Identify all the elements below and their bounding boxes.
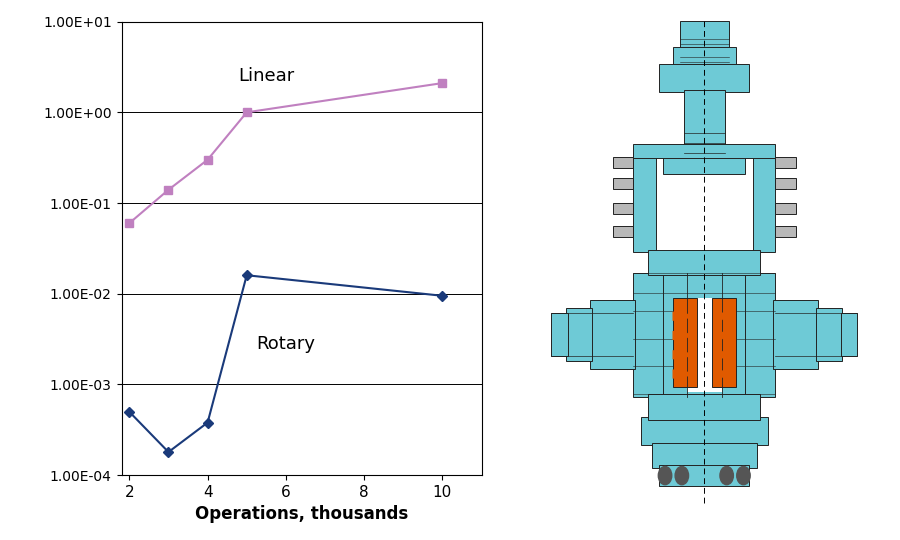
Bar (841, 313, 858, 356)
Bar (775, 178, 796, 189)
Circle shape (658, 467, 671, 485)
Bar (613, 178, 634, 189)
FancyArrow shape (718, 330, 736, 341)
FancyArrow shape (718, 349, 736, 360)
FancyArrow shape (672, 310, 690, 322)
Circle shape (720, 467, 733, 485)
Bar (752, 153, 775, 252)
Bar (660, 64, 749, 92)
Bar (672, 298, 697, 387)
Bar (712, 298, 736, 387)
Bar (613, 157, 634, 168)
FancyArrow shape (672, 349, 690, 360)
Bar (652, 443, 757, 468)
Bar (775, 203, 796, 214)
FancyArrow shape (672, 330, 690, 341)
Bar (742, 273, 775, 397)
X-axis label: Operations, thousands: Operations, thousands (195, 505, 408, 523)
Bar (648, 249, 760, 275)
Text: Linear: Linear (238, 67, 294, 85)
Bar (816, 308, 842, 361)
Bar (641, 417, 768, 445)
Bar (775, 157, 796, 168)
Bar (634, 153, 656, 252)
Bar (663, 156, 745, 173)
Bar (663, 273, 745, 397)
FancyArrow shape (718, 368, 736, 380)
Circle shape (737, 467, 751, 485)
Bar (613, 226, 634, 237)
Bar (775, 226, 796, 237)
Bar (680, 21, 728, 49)
Bar (660, 465, 749, 486)
Bar (773, 300, 818, 369)
Bar (687, 298, 722, 392)
FancyArrow shape (718, 310, 736, 322)
Bar (613, 203, 634, 214)
Text: Rotary: Rotary (256, 335, 315, 353)
Bar (672, 46, 736, 67)
Bar (634, 144, 775, 158)
Bar (590, 300, 635, 369)
Bar (689, 303, 719, 387)
Bar (648, 394, 760, 420)
Bar (634, 273, 667, 397)
Bar (566, 308, 592, 361)
Bar (551, 313, 568, 356)
Circle shape (675, 467, 688, 485)
FancyArrow shape (672, 368, 690, 380)
Bar (684, 90, 724, 158)
